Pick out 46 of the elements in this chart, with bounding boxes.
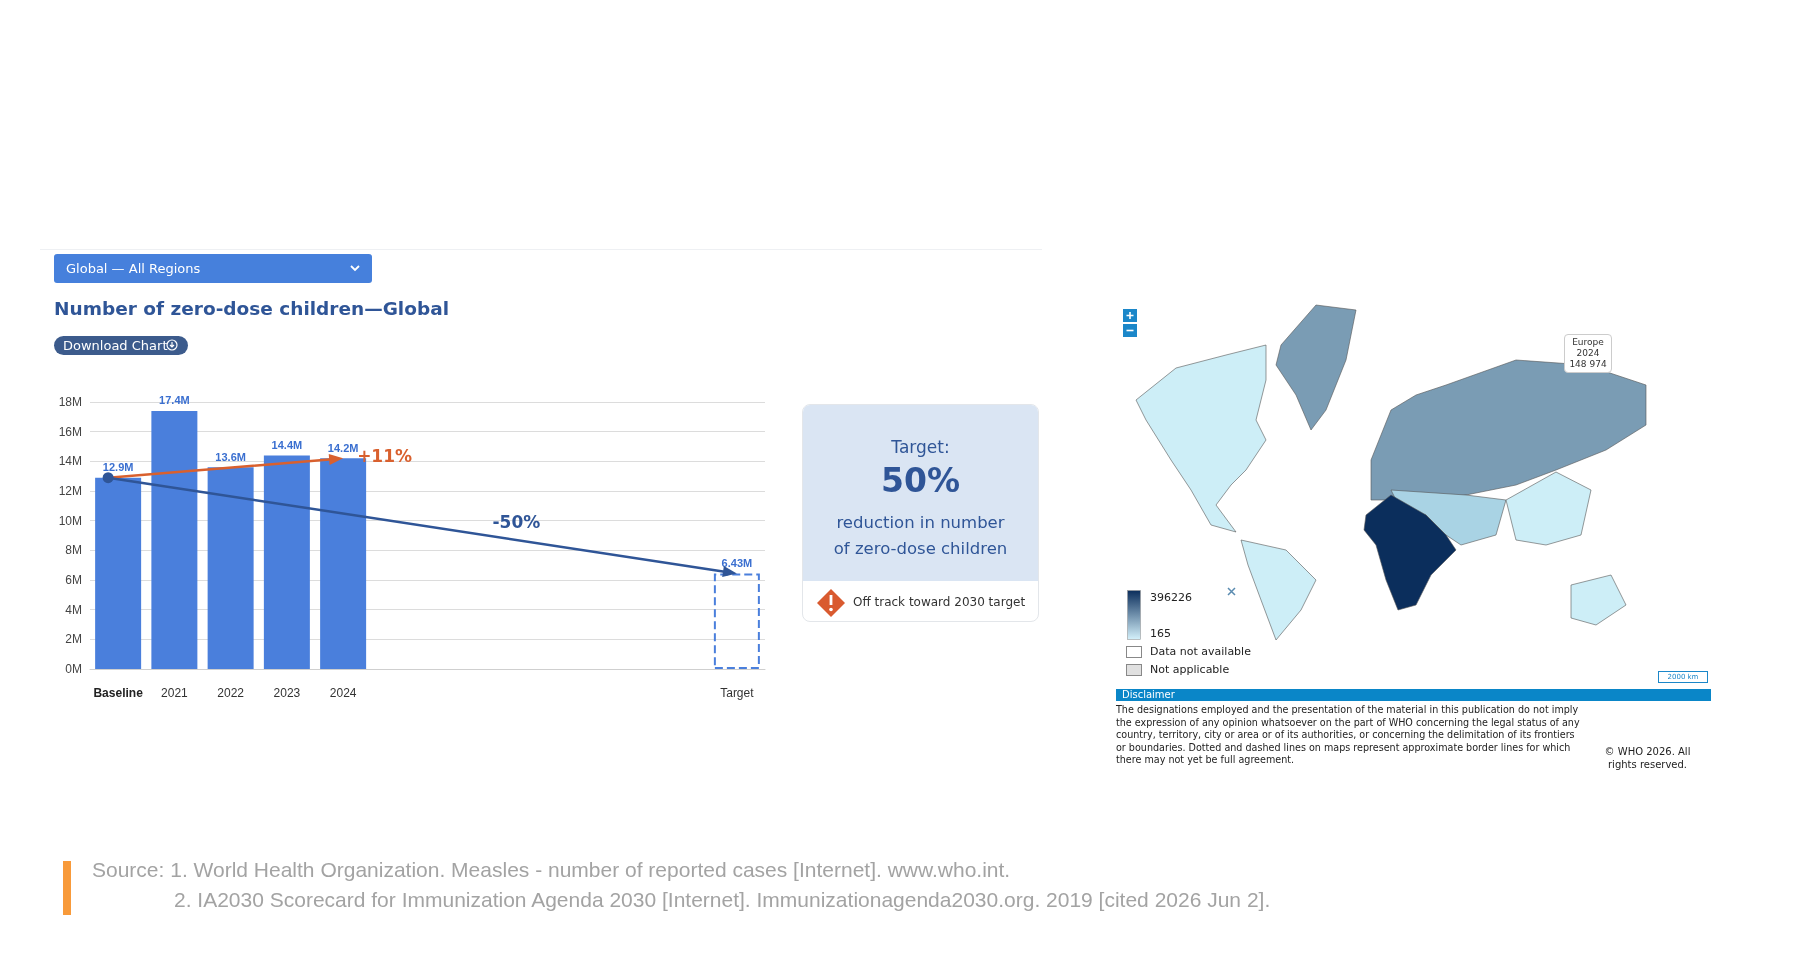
x-tick-label: 2024: [329, 686, 357, 700]
bar: [207, 467, 254, 669]
y-tick-label: 14M: [58, 454, 82, 469]
x-tick-label: Baseline: [93, 686, 144, 700]
y-tick-label: 18M: [58, 395, 82, 409]
y-tick-label: 12M: [58, 484, 82, 498]
text: © WHO 2026. All rights reserved.: [1603, 745, 1692, 771]
bar: [151, 410, 198, 669]
text: The designations employed and the presentation of the material in this publication do not imply the expression of any opinion whatsoever on the part of WHO concerning the legal status of any country, territory, city or area or of its authorities, or concerning the delimitation of its frontiers or boundaries. Dotted and dashed lines on maps represent approximate border lines for which there may not yet be full agreement.: [1116, 704, 1581, 767]
chart-title: Number of zero-dose children—Global: [54, 298, 449, 319]
text: Global — All Regions: [66, 261, 201, 276]
text: Not applicable: [1150, 663, 1230, 676]
text: 2. IA2030 Scorecard for Immunization Agenda 2030 [Internet]. Immunizationagenda2030.org. 2019 [cited 2026 Jun 2].: [174, 888, 1271, 912]
annotation: +11%: [357, 446, 413, 467]
text: Europe 2024 148 974: [1564, 334, 1612, 373]
text: 165: [1150, 627, 1171, 640]
data-label: 13.6M: [215, 450, 246, 463]
bar: [713, 573, 760, 669]
y-tick-label: 8M: [65, 543, 82, 558]
source-note: Source: 1. World Health Organization. Measles - number of reported cases [Internet]. www.who.int.: [92, 858, 1011, 882]
text: 50%: [880, 461, 961, 500]
text: Target:: [890, 437, 951, 457]
data-label: 14.4M: [271, 438, 303, 451]
text: Off track toward 2030 target: [853, 595, 1026, 609]
x-tick-label: 2021: [161, 686, 189, 700]
text: Disclaimer: [1122, 689, 1175, 700]
x-tick-label: 2022: [217, 686, 245, 700]
text: Data not available: [1150, 645, 1251, 658]
y-tick-label: 2M: [65, 632, 82, 647]
y-tick-label: 6M: [65, 573, 82, 587]
y-tick-label: 0M: [65, 662, 82, 676]
data-label: 17.4M: [159, 394, 190, 407]
x-tick-label: Target: [720, 686, 755, 700]
text: reduction in number of zero-dose children: [832, 512, 1009, 560]
text: 396226: [1150, 591, 1192, 604]
bar: [95, 477, 142, 669]
x-tick-label: 2023: [273, 686, 301, 700]
text: Download Chart: [63, 338, 168, 353]
y-tick-label: 10M: [58, 513, 82, 528]
annotation: -50%: [492, 511, 541, 532]
data-label: 14.2M: [327, 441, 359, 454]
y-tick-label: 16M: [58, 424, 82, 439]
bar: [263, 455, 310, 669]
data-label: 12.9M: [102, 461, 134, 474]
y-tick-label: 4M: [65, 602, 82, 617]
data-label: 6.43M: [721, 557, 753, 570]
